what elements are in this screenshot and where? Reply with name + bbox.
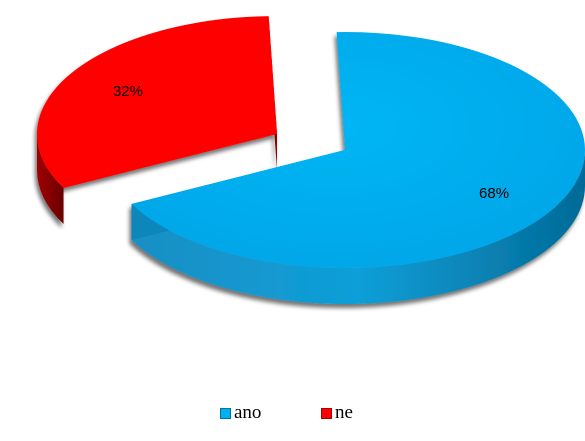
slice-side-ano bbox=[131, 150, 585, 305]
legend-label-ano: ano bbox=[234, 402, 262, 423]
legend-swatch-ne bbox=[321, 407, 332, 419]
slice-ne bbox=[36, 16, 277, 224]
slice-top-ne bbox=[36, 16, 277, 188]
legend-item-ano: ano bbox=[220, 402, 261, 424]
slice-ano bbox=[131, 32, 585, 305]
data-label-ne: 32% bbox=[113, 83, 143, 100]
slice-side-ne bbox=[37, 134, 64, 224]
legend-label-ne: ne bbox=[335, 402, 353, 423]
legend-swatch-ano bbox=[220, 407, 231, 419]
legend-item-ne: ne bbox=[321, 402, 353, 424]
data-label-ano: 68% bbox=[479, 185, 509, 202]
legend: ano ne bbox=[0, 402, 585, 426]
slice-top-ano bbox=[131, 32, 585, 269]
